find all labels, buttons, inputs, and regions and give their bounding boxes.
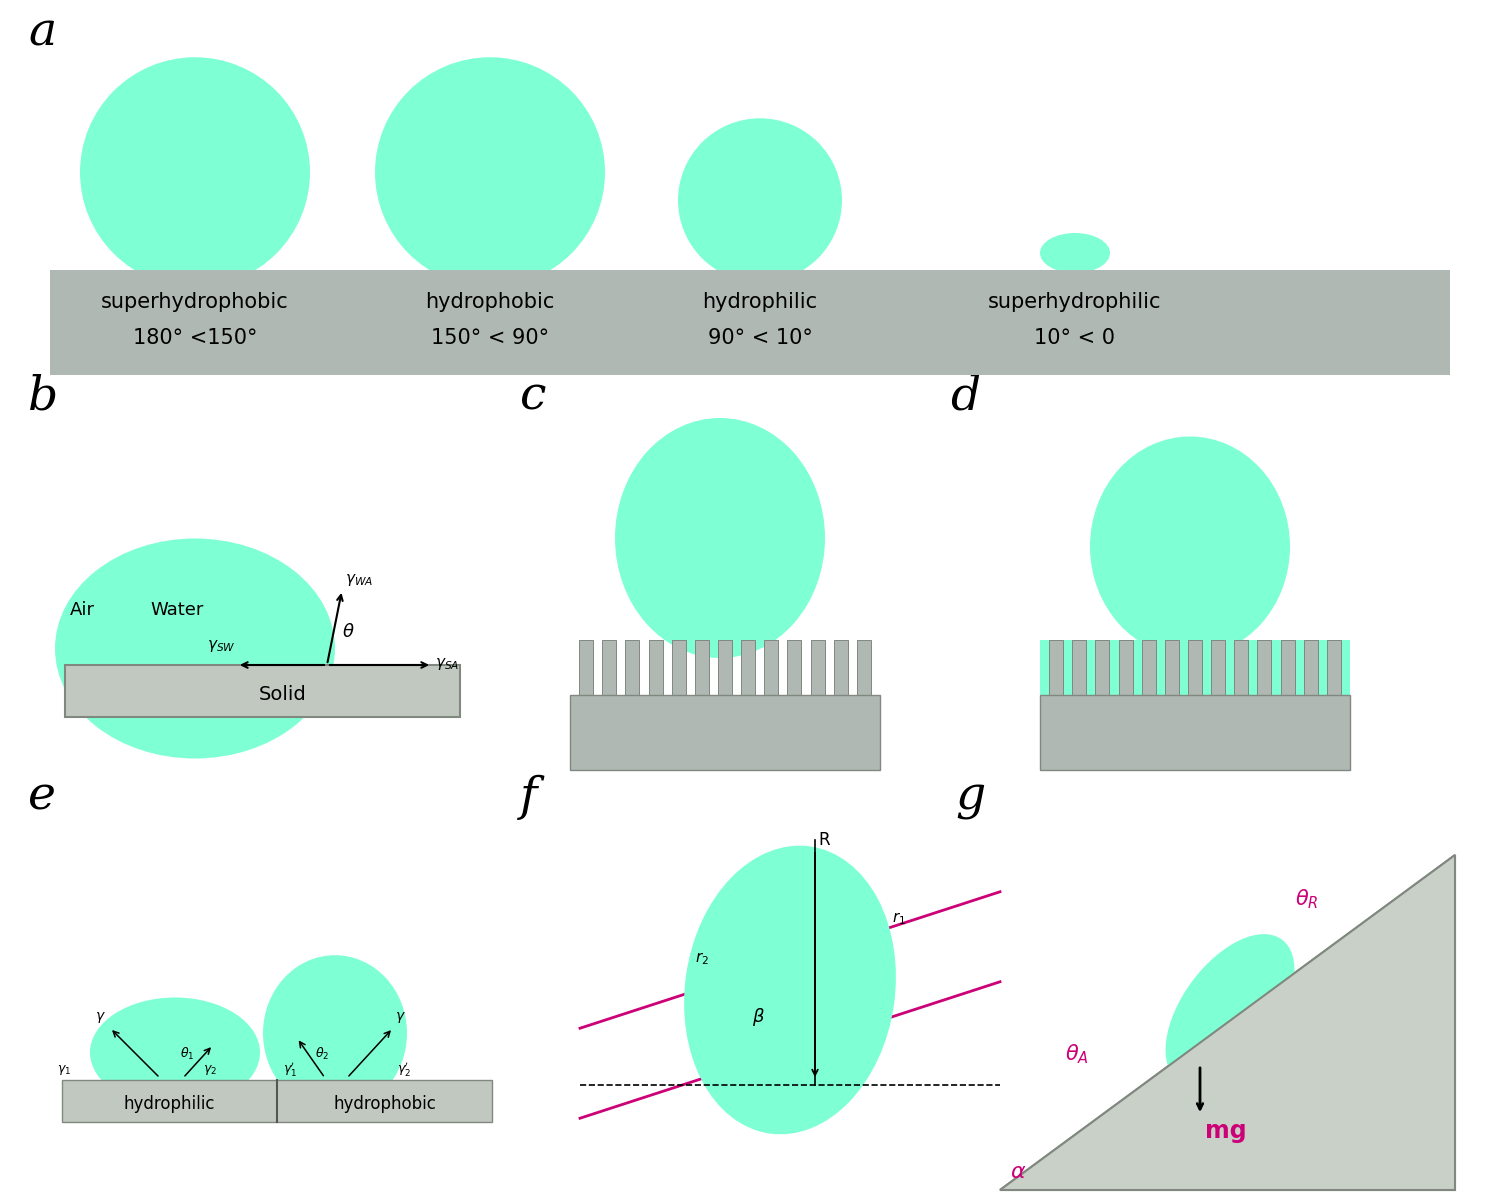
Text: $\gamma$: $\gamma$: [96, 1011, 106, 1025]
Ellipse shape: [81, 58, 311, 288]
Bar: [718, 640, 732, 695]
Text: hydrophilic: hydrophilic: [124, 1095, 215, 1113]
Text: 180° <150°: 180° <150°: [133, 328, 257, 348]
Bar: [602, 640, 617, 695]
Bar: [1281, 640, 1294, 695]
Ellipse shape: [55, 539, 334, 759]
Bar: [1327, 640, 1341, 695]
Bar: [1050, 640, 1063, 695]
Bar: [570, 695, 879, 770]
Bar: [741, 640, 755, 695]
Text: superhydrophilic: superhydrophilic: [988, 292, 1162, 312]
Bar: [1303, 640, 1318, 695]
Bar: [63, 1080, 493, 1122]
Bar: [811, 640, 824, 695]
Text: $\gamma_{SW}$: $\gamma_{SW}$: [208, 638, 236, 654]
Bar: [1142, 640, 1156, 695]
Bar: [1165, 640, 1179, 695]
Bar: [579, 640, 593, 695]
Polygon shape: [1000, 855, 1456, 1190]
Text: $\theta_A$: $\theta_A$: [1065, 1042, 1088, 1066]
Text: Solid: Solid: [258, 685, 306, 704]
Bar: [857, 640, 870, 695]
Text: b: b: [28, 374, 58, 420]
Bar: [1211, 640, 1226, 695]
Text: $\alpha$: $\alpha$: [1009, 1162, 1026, 1183]
Text: e: e: [28, 775, 57, 820]
Text: hydrophilic: hydrophilic: [702, 292, 818, 312]
Bar: [626, 640, 639, 695]
Bar: [764, 640, 778, 695]
Text: hydrophobic: hydrophobic: [426, 292, 555, 312]
Text: $r_1$: $r_1$: [891, 911, 906, 928]
Bar: [1118, 640, 1133, 695]
Text: f: f: [520, 775, 537, 820]
Text: $\gamma_2'$: $\gamma_2'$: [397, 1060, 411, 1078]
Bar: [49, 269, 1450, 375]
Text: a: a: [28, 10, 57, 55]
Bar: [1072, 640, 1087, 695]
Text: $r_2$: $r_2$: [696, 950, 709, 967]
Text: $\theta_1$: $\theta_1$: [181, 1045, 194, 1062]
Bar: [570, 640, 879, 644]
Text: hydrophobic: hydrophobic: [333, 1095, 436, 1113]
Bar: [66, 665, 460, 717]
Text: 90° < 10°: 90° < 10°: [708, 328, 812, 348]
Bar: [1096, 640, 1109, 695]
Text: $\gamma_2$: $\gamma_2$: [203, 1063, 216, 1077]
Text: Water: Water: [151, 602, 203, 620]
Text: d: d: [950, 374, 981, 420]
Text: $\theta_2$: $\theta_2$: [315, 1045, 330, 1062]
Text: g: g: [956, 775, 985, 820]
Bar: [787, 640, 802, 695]
Bar: [648, 640, 663, 695]
Ellipse shape: [615, 417, 826, 658]
Bar: [672, 640, 685, 695]
Text: Air: Air: [70, 602, 96, 620]
Polygon shape: [1000, 855, 1456, 1190]
Ellipse shape: [678, 118, 842, 283]
Ellipse shape: [263, 955, 408, 1112]
Ellipse shape: [375, 58, 605, 288]
Text: R: R: [818, 831, 830, 849]
Ellipse shape: [1090, 437, 1290, 657]
Text: $\theta$: $\theta$: [342, 623, 355, 641]
Text: $\gamma_1$: $\gamma_1$: [57, 1063, 72, 1077]
Ellipse shape: [684, 846, 896, 1134]
Bar: [1188, 640, 1202, 695]
Text: superhydrophobic: superhydrophobic: [102, 292, 288, 312]
Bar: [1041, 695, 1350, 770]
Text: 10° < 0: 10° < 0: [1035, 328, 1115, 348]
Bar: [1235, 640, 1248, 695]
Text: $\gamma_{SA}$: $\gamma_{SA}$: [434, 656, 460, 672]
Text: $\theta_R$: $\theta_R$: [1294, 887, 1318, 911]
Bar: [1041, 640, 1350, 695]
Text: c: c: [520, 374, 546, 420]
Bar: [1257, 640, 1272, 695]
Text: $\gamma$: $\gamma$: [396, 1011, 406, 1025]
Text: $\gamma_1'$: $\gamma_1'$: [284, 1060, 297, 1078]
Bar: [694, 640, 709, 695]
Text: $\gamma_{WA}$: $\gamma_{WA}$: [345, 571, 373, 588]
Ellipse shape: [90, 997, 260, 1108]
Text: mg: mg: [1205, 1119, 1247, 1143]
Bar: [833, 640, 848, 695]
Text: $\beta$: $\beta$: [752, 1006, 764, 1029]
Ellipse shape: [1166, 934, 1294, 1086]
Ellipse shape: [1041, 233, 1109, 273]
Text: 150° < 90°: 150° < 90°: [431, 328, 549, 348]
